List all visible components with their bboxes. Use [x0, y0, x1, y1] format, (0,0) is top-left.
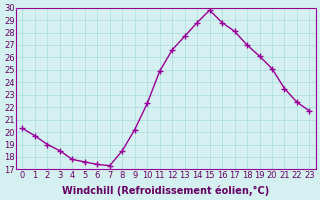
- X-axis label: Windchill (Refroidissement éolien,°C): Windchill (Refroidissement éolien,°C): [62, 185, 269, 196]
